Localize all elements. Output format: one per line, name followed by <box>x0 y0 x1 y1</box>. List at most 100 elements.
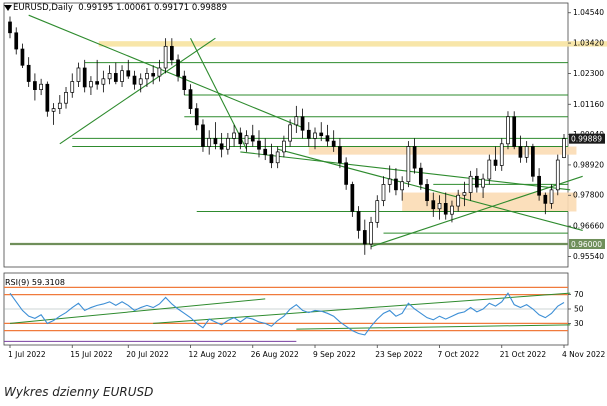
candle-body <box>64 92 68 104</box>
candle-body <box>207 138 212 147</box>
price-tick-label: 0.96660 <box>573 222 604 231</box>
rsi-label: RSI(9) 59.3108 <box>5 278 65 287</box>
candle-body <box>107 73 112 80</box>
candle-body <box>82 67 87 88</box>
price-tick-label: 0.97800 <box>573 191 604 200</box>
candle-body <box>331 140 336 147</box>
candle-body <box>406 146 411 183</box>
rsi-trendline <box>296 324 571 330</box>
candle-body <box>26 64 31 82</box>
candle-body <box>468 175 473 193</box>
candle-body <box>263 148 268 155</box>
candle-body <box>238 132 243 145</box>
candle-body <box>475 175 479 188</box>
chart-caption: Wykres dzienny EURUSD <box>4 385 154 399</box>
candle-body <box>294 116 299 126</box>
candle-body <box>437 203 442 210</box>
candle-body <box>543 194 548 204</box>
price-marker-label: 0.99889 <box>571 135 602 144</box>
candle-body <box>182 75 187 90</box>
candle-body <box>456 194 461 207</box>
candle-body <box>257 140 261 150</box>
price-tick-label: 0.95540 <box>573 252 604 261</box>
price-marker <box>569 238 605 249</box>
candle-body <box>138 78 143 85</box>
candle-body <box>113 73 118 82</box>
trendline <box>370 175 583 248</box>
candle-body <box>306 129 311 139</box>
rsi-trendline <box>9 298 266 324</box>
candle-body <box>344 162 348 185</box>
candle-body <box>319 132 324 137</box>
date-tick-label: 9 Sep 2022 <box>313 350 356 359</box>
candle-body <box>250 135 255 142</box>
candle-body <box>369 221 373 245</box>
date-tick-label: 12 Aug 2022 <box>189 350 237 359</box>
symbol-label: EURUSD,Daily <box>13 3 73 13</box>
candle-body <box>350 184 355 212</box>
candle-body <box>325 135 330 142</box>
candle-body <box>549 189 554 204</box>
candle-body <box>70 81 75 93</box>
candle-body <box>499 143 504 166</box>
candle-body <box>450 205 454 215</box>
price-tick-label: 1.04540 <box>573 8 604 17</box>
candle-body <box>512 116 517 147</box>
candle-body <box>151 73 156 77</box>
candle-body <box>232 132 236 139</box>
candle-body <box>443 203 448 215</box>
chart-header: EURUSD,Daily 0.99195 1.00061 0.99171 0.9… <box>13 3 227 13</box>
candle-body <box>126 70 131 77</box>
price-tick-label: 1.01160 <box>573 100 604 109</box>
date-tick-label: 1 Jul 2022 <box>8 350 46 359</box>
trendline <box>277 148 583 231</box>
price-tick-label: 1.02300 <box>573 69 604 78</box>
candle-body <box>163 45 168 69</box>
candle-body <box>244 135 249 145</box>
candle-body <box>400 181 405 191</box>
candle-body <box>493 159 498 166</box>
candle-body <box>375 200 380 223</box>
date-tick-label: 21 Oct 2022 <box>500 350 547 359</box>
candle-body <box>356 211 361 231</box>
price-marker <box>569 133 605 144</box>
price-tick-label: 1.03420 <box>573 39 604 48</box>
candle-body <box>89 81 93 88</box>
candle-body <box>518 146 523 158</box>
candle-body <box>524 146 529 158</box>
candle-body <box>269 154 274 164</box>
date-tick-label: 7 Oct 2022 <box>438 350 480 359</box>
candle-body <box>562 138 566 158</box>
candle-body <box>481 178 485 188</box>
candle-body <box>120 70 124 82</box>
candle-body <box>101 78 106 85</box>
candle-body <box>76 67 81 82</box>
candle-body <box>33 81 37 90</box>
candle-body <box>431 200 436 210</box>
candle-body <box>201 124 205 147</box>
candle-body <box>275 151 280 164</box>
resistance-zone <box>98 41 607 47</box>
trendline <box>59 37 216 145</box>
ohlc-values: 0.99195 1.00061 0.99171 0.99889 <box>78 3 227 13</box>
candle-body <box>531 146 535 177</box>
date-tick-label: 23 Sep 2022 <box>375 350 423 359</box>
date-tick-label: 26 Aug 2022 <box>251 350 299 359</box>
candle-body <box>387 178 392 185</box>
trendline <box>190 37 248 150</box>
support-zone <box>308 146 577 155</box>
rsi-line <box>9 292 565 336</box>
candle-body <box>157 67 162 77</box>
rsi-tick-label: 70 <box>574 290 584 299</box>
candle-body <box>169 45 174 61</box>
date-tick-label: 15 Jul 2022 <box>70 350 113 359</box>
candle-body <box>219 143 224 150</box>
candle-body <box>95 81 99 85</box>
candle-body <box>51 108 56 112</box>
candle-body <box>362 230 367 245</box>
symbol-dropdown-icon[interactable] <box>4 5 12 11</box>
candle-body <box>418 167 423 185</box>
candle-body <box>226 138 230 150</box>
candle-body <box>555 159 560 191</box>
candle-body <box>20 48 25 66</box>
